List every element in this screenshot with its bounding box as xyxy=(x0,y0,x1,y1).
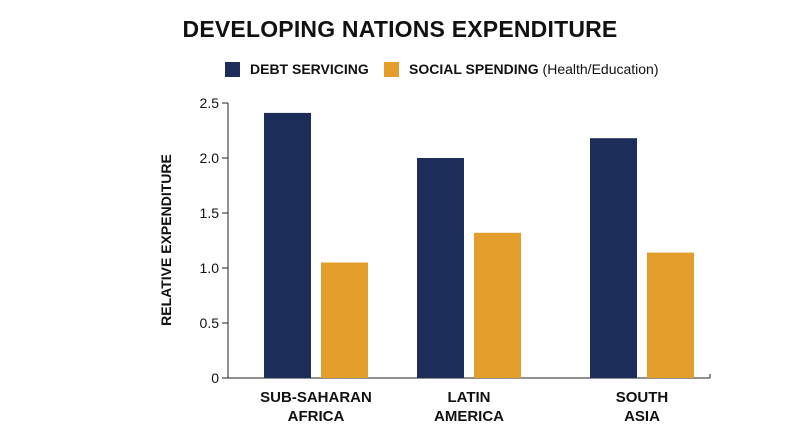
bar-social-spending xyxy=(647,252,694,378)
y-tick-label: 1.0 xyxy=(200,260,220,276)
x-tick-label: SOUTH xyxy=(616,389,669,406)
y-tick-label: 0.5 xyxy=(200,315,220,331)
x-tick-label: LATIN xyxy=(447,389,490,406)
bar-social-spending xyxy=(321,262,368,378)
y-axis-title: RELATIVE EXPENDITURE xyxy=(158,154,174,326)
legend-label-debt-servicing: DEBT SERVICING xyxy=(250,61,369,77)
y-tick-label: 1.5 xyxy=(200,205,220,221)
y-tick-label: 2.0 xyxy=(200,150,220,166)
x-tick-label: AFRICA xyxy=(288,408,345,425)
bar-debt-servicing xyxy=(264,112,311,379)
x-tick-label: AMERICA xyxy=(434,408,504,425)
legend-swatch-debt-servicing xyxy=(225,61,240,77)
bar-social-spending xyxy=(474,232,521,378)
y-tick-label: 2.5 xyxy=(200,95,220,111)
x-tick-label: ASIA xyxy=(624,408,660,425)
legend-swatch-social-spending xyxy=(384,61,399,77)
chart-title: DEVELOPING NATIONS EXPENDITURE xyxy=(182,16,618,42)
y-tick-label: 0 xyxy=(211,370,219,386)
legend-label-social-spending: SOCIAL SPENDING (Health/Education) xyxy=(409,61,659,77)
legend-item-social-spending: SOCIAL SPENDING (Health/Education) xyxy=(384,60,659,78)
x-tick-label: SUB-SAHARAN xyxy=(260,389,372,406)
bar-debt-servicing xyxy=(590,138,637,378)
legend-item-debt-servicing: DEBT SERVICING xyxy=(225,60,369,78)
bar-debt-servicing xyxy=(417,158,464,378)
